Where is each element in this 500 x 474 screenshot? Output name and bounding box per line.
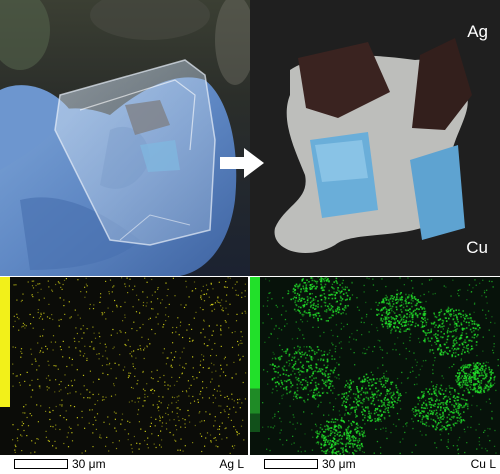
cu-colorbar <box>250 277 260 432</box>
eds-map-ag <box>0 277 248 455</box>
cu-label: Cu <box>466 238 488 257</box>
element-label: Ag L <box>219 457 244 471</box>
sample-illustration <box>250 0 500 276</box>
scale-label: 30 μm <box>322 457 356 471</box>
scale-bar <box>14 459 68 469</box>
hydrogel-photo <box>0 0 250 276</box>
element-label: Cu L <box>470 457 496 471</box>
ag-dot-map <box>0 277 248 455</box>
scale-label: 30 μm <box>72 457 106 471</box>
eds-map-cu <box>250 277 500 455</box>
ag-colorbar <box>0 277 10 407</box>
scale-row-ag: 30 μm Ag L <box>0 456 248 474</box>
right-arrow-icon <box>220 148 264 178</box>
cu-dot-map <box>250 277 500 455</box>
ag-label: Ag <box>467 22 488 41</box>
sample-photo: Ag Cu <box>250 0 500 276</box>
scale-row-cu: 30 μm Cu L <box>250 456 500 474</box>
scale-bar <box>264 459 318 469</box>
gloved-hand-illustration <box>0 0 250 276</box>
